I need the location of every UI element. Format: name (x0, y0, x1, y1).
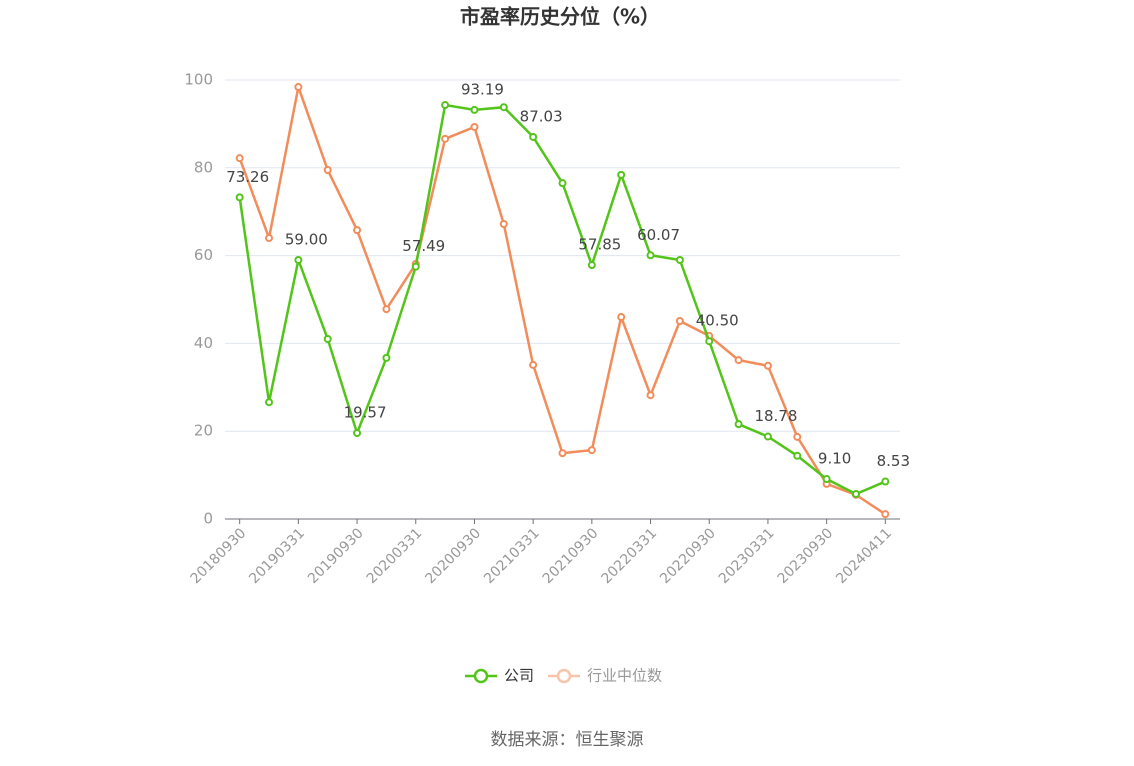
data-point (558, 449, 567, 458)
data-point (587, 261, 596, 270)
data-point (441, 101, 450, 110)
data-point (294, 255, 303, 264)
legend-label: 行业中位数 (587, 667, 662, 685)
data-label: 93.19 (461, 80, 504, 98)
y-tick-label: 60 (194, 246, 213, 264)
data-point (646, 391, 655, 400)
data-point (793, 451, 802, 460)
data-label: 18.78 (754, 407, 797, 425)
data-point (881, 477, 890, 486)
data-point (558, 179, 567, 188)
source-note: 数据来源：恒生聚源 (491, 730, 644, 750)
x-tick-label: 20200930 (422, 525, 484, 587)
data-point (881, 510, 890, 519)
x-tick-label: 20190930 (305, 525, 367, 587)
data-label: 8.53 (877, 452, 910, 470)
x-tick-label: 20210331 (481, 525, 543, 587)
data-point (675, 317, 684, 326)
y-tick-label: 20 (194, 422, 213, 440)
x-tick-label: 20190331 (246, 525, 308, 587)
data-label: 59.00 (285, 230, 328, 248)
x-tick-label: 20180930 (188, 525, 250, 587)
data-point (763, 361, 772, 370)
data-point (617, 313, 626, 322)
x-tick-label: 20240411 (833, 525, 895, 587)
data-label: 60.07 (637, 226, 680, 244)
data-point (294, 83, 303, 92)
data-point (499, 219, 508, 228)
data-point (705, 337, 714, 346)
data-point (734, 420, 743, 429)
data-point (235, 193, 244, 202)
series-line (238, 103, 886, 496)
data-point (411, 262, 420, 271)
data-point (265, 398, 274, 407)
data-label: 57.49 (402, 237, 445, 255)
data-point (265, 234, 274, 243)
data-label: 87.03 (520, 107, 563, 125)
legend-label: 公司 (504, 667, 534, 685)
data-label: 9.10 (818, 450, 851, 468)
data-point (646, 251, 655, 260)
data-point (587, 446, 596, 455)
y-tick-label: 100 (184, 71, 213, 89)
data-label: 40.50 (696, 312, 739, 330)
data-point (470, 122, 479, 131)
legend-marker (556, 668, 572, 684)
y-tick-label: 0 (203, 510, 213, 528)
x-tick-label: 20220331 (598, 525, 660, 587)
data-label: 19.57 (344, 404, 387, 422)
data-point (382, 353, 391, 362)
data-point (851, 489, 860, 498)
x-tick-label: 20210930 (540, 525, 602, 587)
series: 73.26 59.00 19.57 57.49 93.19 87.03 57.85 60.07… (226, 80, 910, 498)
data-point (822, 475, 831, 484)
data-point (529, 132, 538, 141)
x-tick-label: 20230331 (716, 525, 778, 587)
x-tick-label: 20200331 (364, 525, 426, 587)
data-point (734, 356, 743, 365)
data-point (323, 165, 332, 174)
data-point (382, 305, 391, 314)
data-point (763, 432, 772, 441)
x-tick-label: 20220930 (657, 525, 719, 587)
legend-marker (473, 668, 489, 684)
data-point (235, 154, 244, 163)
x-tick-label: 20230930 (775, 525, 837, 587)
chart-title: 市盈率历史分位（%） (460, 5, 660, 29)
data-label: 73.26 (226, 168, 269, 186)
data-point (470, 105, 479, 114)
data-point (353, 429, 362, 438)
y-tick-label: 80 (194, 158, 213, 176)
data-point (353, 226, 362, 235)
data-point (441, 134, 450, 143)
y-tick-label: 40 (194, 334, 213, 352)
data-point (617, 170, 626, 179)
data-point (323, 335, 332, 344)
data-point (529, 360, 538, 369)
data-point (793, 432, 802, 441)
data-label: 57.85 (578, 236, 621, 254)
data-point (675, 255, 684, 264)
data-point (499, 103, 508, 112)
